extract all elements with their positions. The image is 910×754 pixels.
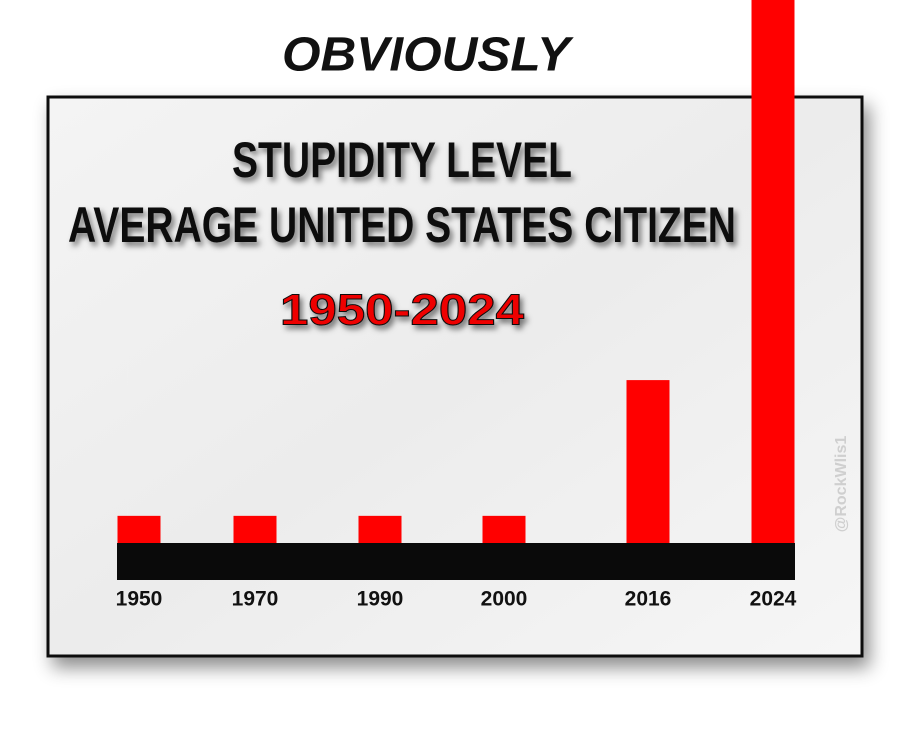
x-tick-label: 1990 [357,588,404,611]
x-tick-label: 1970 [232,588,279,611]
bar [117,515,161,543]
watermark: @RockWlis1 [833,436,850,533]
bar [626,380,670,543]
x-tick-label: 2024 [750,588,797,611]
overline: OBVIOUSLY [282,29,574,82]
bar [751,0,795,543]
x-tick-label: 1950 [116,588,163,611]
bar [233,515,277,543]
x-tick-label: 2016 [625,588,672,611]
baseline-bar [117,543,795,580]
bar [358,515,402,543]
subtitle: 1950-2024 [280,286,525,335]
chart-title: STUPIDITY LEVEL [232,132,572,188]
x-tick-label: 2000 [481,588,528,611]
bar [482,515,526,543]
chart-title: AVERAGE UNITED STATES CITIZEN [68,197,736,253]
